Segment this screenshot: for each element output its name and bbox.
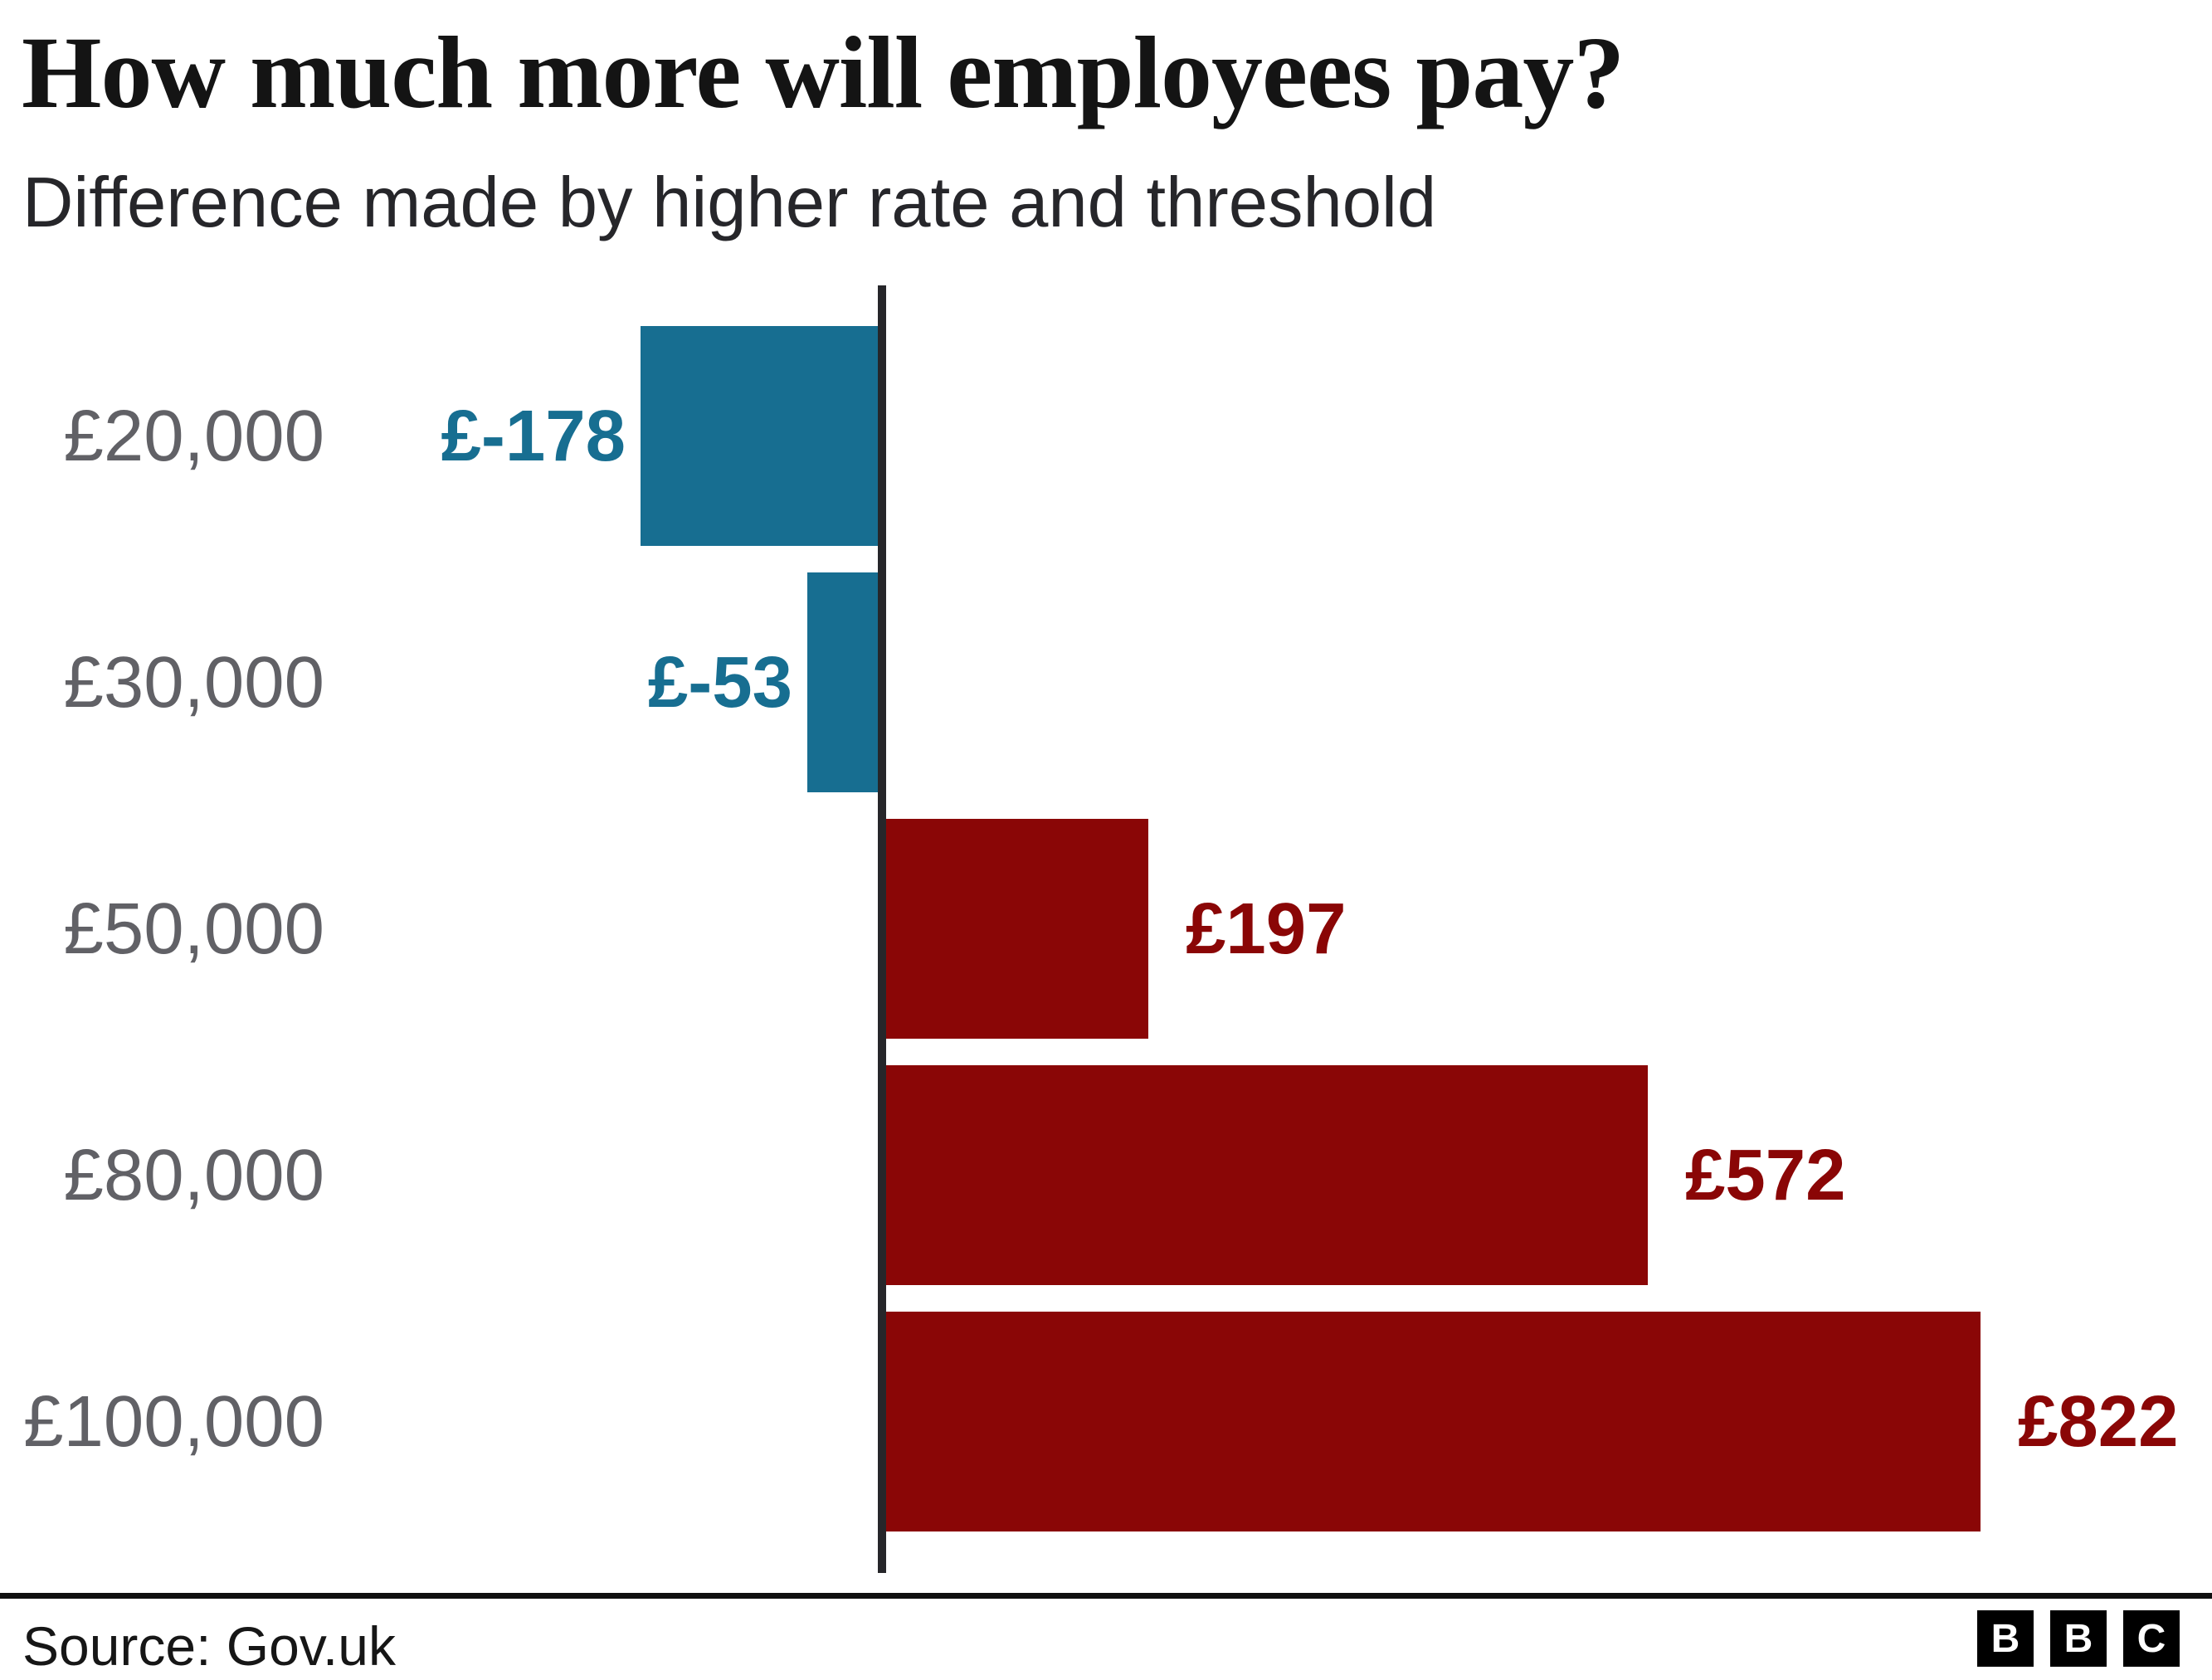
category-label: £30,000 [63, 641, 324, 723]
bar [641, 326, 878, 546]
source-label: Source: Gov.uk [22, 1615, 396, 1677]
bar [807, 572, 878, 792]
bbc-logo-letter: C [2123, 1610, 2180, 1667]
chart-subtitle: Difference made by higher rate and thres… [22, 163, 1437, 242]
chart-row: £30,000 £-53 [0, 572, 2212, 792]
bar [886, 1312, 1981, 1531]
bbc-logo: B B C [1977, 1610, 2180, 1667]
category-label: £100,000 [23, 1381, 324, 1462]
zero-axis-line [878, 285, 886, 1573]
chart-row: £50,000 £197 [0, 819, 2212, 1039]
chart-row: £100,000 £822 [0, 1312, 2212, 1531]
chart-title: How much more will employees pay? [22, 16, 1625, 129]
footer-divider [0, 1593, 2212, 1599]
value-label: £197 [1186, 888, 1347, 969]
chart-row: £80,000 £572 [0, 1065, 2212, 1285]
value-label: £-178 [441, 395, 626, 476]
value-label: £-53 [647, 641, 792, 723]
chart-row: £20,000 £-178 [0, 326, 2212, 546]
category-label: £20,000 [63, 395, 324, 476]
bbc-logo-letter: B [2050, 1610, 2107, 1667]
category-label: £80,000 [63, 1134, 324, 1215]
category-label: £50,000 [63, 888, 324, 969]
bar [886, 1065, 1648, 1285]
bbc-logo-letter: B [1977, 1610, 2034, 1667]
value-label: £822 [2018, 1381, 2179, 1462]
bar [886, 819, 1148, 1039]
value-label: £572 [1685, 1134, 1846, 1215]
